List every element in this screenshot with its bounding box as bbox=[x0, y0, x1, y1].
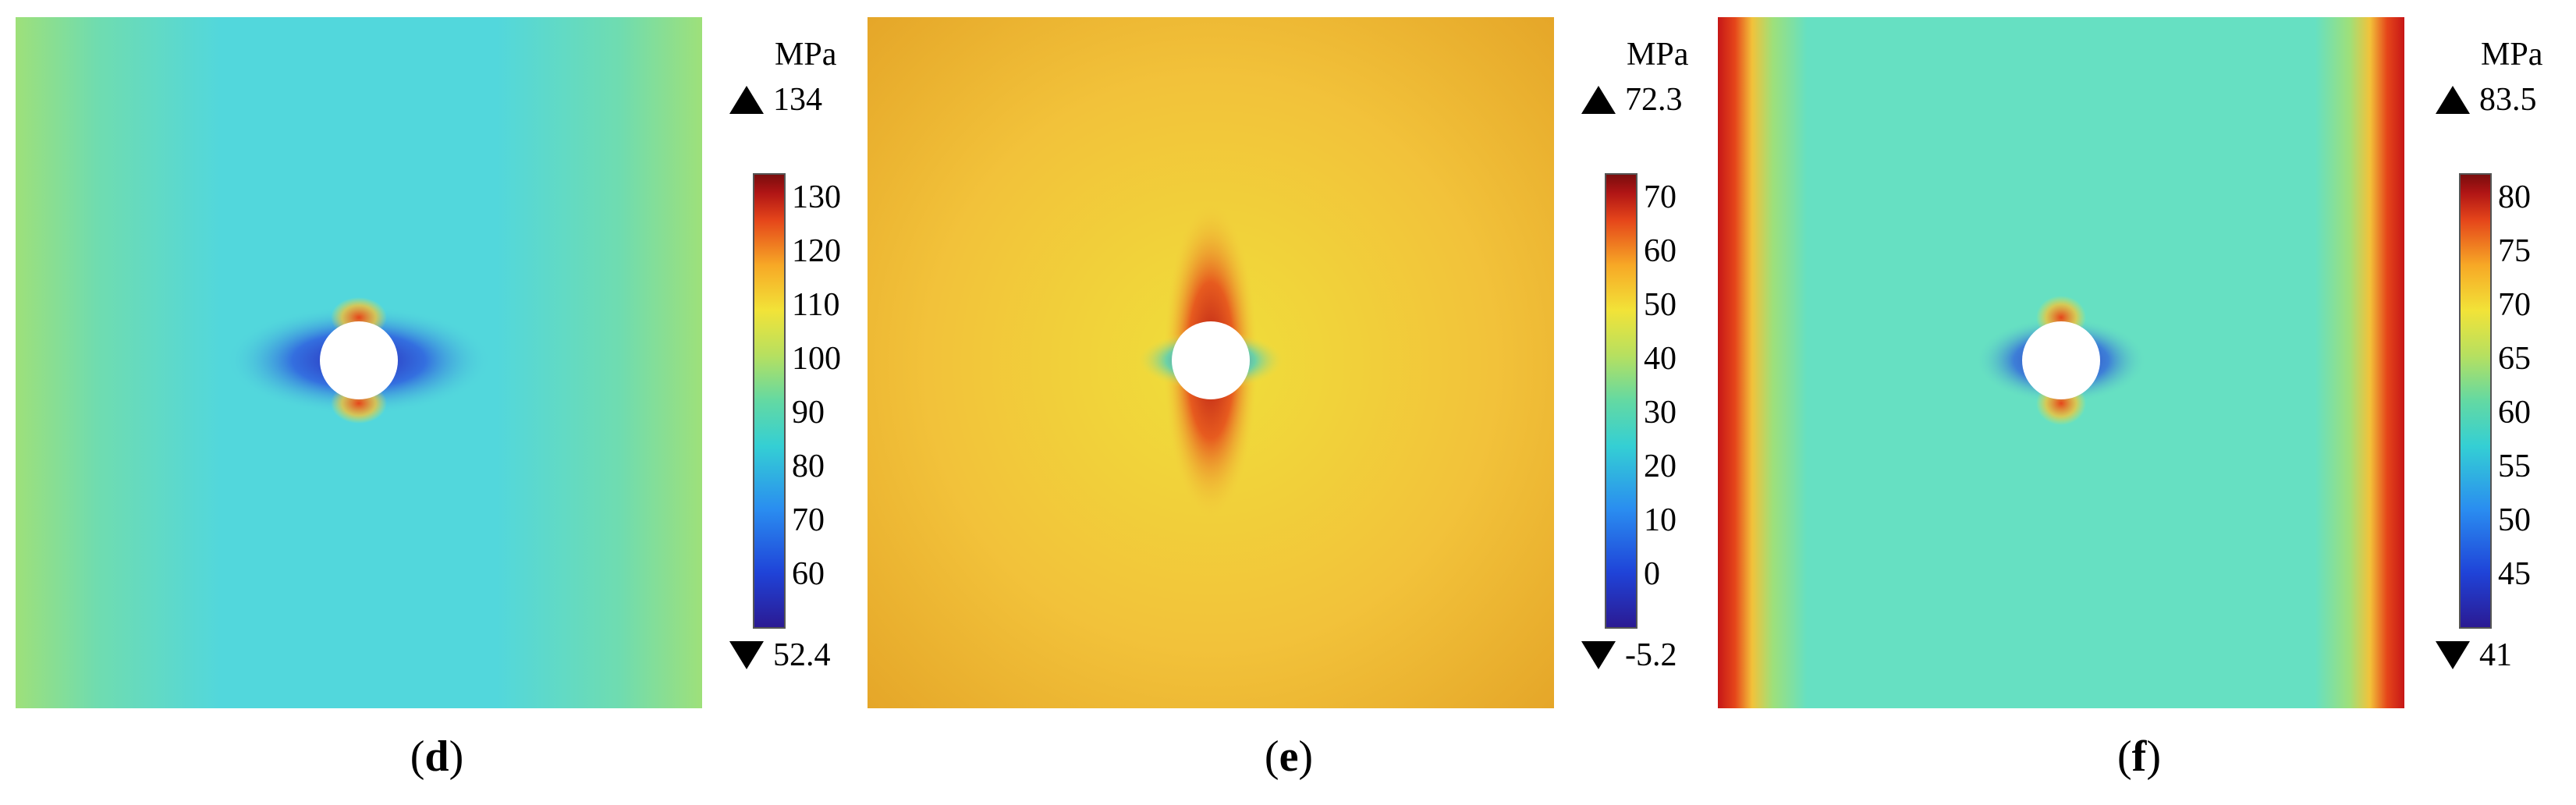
max-value-row: 134 bbox=[729, 81, 822, 119]
colorbar-legend-f: MPa 83.5 80 75 70 65 60 55 50 45 41 bbox=[2412, 17, 2568, 708]
max-triangle-icon bbox=[1581, 86, 1616, 114]
tick-label: 10 bbox=[1644, 502, 1677, 538]
tick-label: 30 bbox=[1644, 395, 1677, 431]
min-value: -5.2 bbox=[1625, 637, 1677, 673]
tick-label: 20 bbox=[1644, 449, 1677, 484]
tick-label: 70 bbox=[792, 502, 825, 538]
tick-label: 65 bbox=[2498, 341, 2531, 377]
unit-label: MPa bbox=[2481, 37, 2543, 73]
min-value-row: 52.4 bbox=[729, 637, 831, 674]
tick-label: 60 bbox=[792, 556, 825, 592]
tick-label: 45 bbox=[2498, 556, 2531, 592]
min-triangle-icon bbox=[1581, 641, 1616, 669]
tick-label: 80 bbox=[2498, 179, 2531, 215]
panel-label-d: (d) bbox=[410, 732, 464, 781]
min-value: 41 bbox=[2479, 637, 2512, 673]
min-value-row: -5.2 bbox=[1581, 637, 1677, 674]
tick-label: 130 bbox=[792, 179, 841, 215]
min-value-row: 41 bbox=[2436, 637, 2512, 674]
tick-label: 90 bbox=[792, 395, 825, 431]
colorbar bbox=[753, 173, 786, 629]
min-value: 52.4 bbox=[773, 637, 831, 673]
max-value: 134 bbox=[773, 82, 822, 118]
max-value-row: 72.3 bbox=[1581, 81, 1683, 119]
min-triangle-icon bbox=[2436, 641, 2470, 669]
colorbar-legend-e: MPa 72.3 70 60 50 40 30 20 10 0 -5.2 bbox=[1558, 17, 1714, 708]
tick-label: 40 bbox=[1644, 341, 1677, 377]
stress-field-plot-d bbox=[16, 17, 702, 708]
max-value-row: 83.5 bbox=[2436, 81, 2537, 119]
stress-field-plot-e bbox=[868, 17, 1554, 708]
tick-label: 55 bbox=[2498, 449, 2531, 484]
tick-label: 75 bbox=[2498, 233, 2531, 269]
tick-label: 0 bbox=[1644, 556, 1660, 592]
tick-label: 70 bbox=[2498, 287, 2531, 323]
tick-label: 80 bbox=[792, 449, 825, 484]
max-value: 83.5 bbox=[2479, 82, 2537, 118]
tick-label: 120 bbox=[792, 233, 841, 269]
tick-label: 50 bbox=[1644, 287, 1677, 323]
tick-label: 60 bbox=[1644, 233, 1677, 269]
colorbar-legend-d: MPa 134 130 120 110 100 90 80 70 60 52.4 bbox=[706, 17, 862, 708]
panel-label-f: (f) bbox=[2117, 732, 2161, 781]
tick-label: 70 bbox=[1644, 179, 1677, 215]
tick-label: 50 bbox=[2498, 502, 2531, 538]
unit-label: MPa bbox=[775, 37, 837, 73]
min-triangle-icon bbox=[729, 641, 764, 669]
tick-label: 100 bbox=[792, 341, 841, 377]
max-triangle-icon bbox=[2436, 86, 2470, 114]
colorbar bbox=[2459, 173, 2492, 629]
unit-label: MPa bbox=[1627, 37, 1689, 73]
tick-label: 60 bbox=[2498, 395, 2531, 431]
stress-field-plot-f bbox=[1718, 17, 2404, 708]
max-value: 72.3 bbox=[1625, 82, 1683, 118]
colorbar bbox=[1605, 173, 1637, 629]
max-triangle-icon bbox=[729, 86, 764, 114]
panel-label-e: (e) bbox=[1264, 732, 1314, 781]
tick-label: 110 bbox=[792, 287, 840, 323]
